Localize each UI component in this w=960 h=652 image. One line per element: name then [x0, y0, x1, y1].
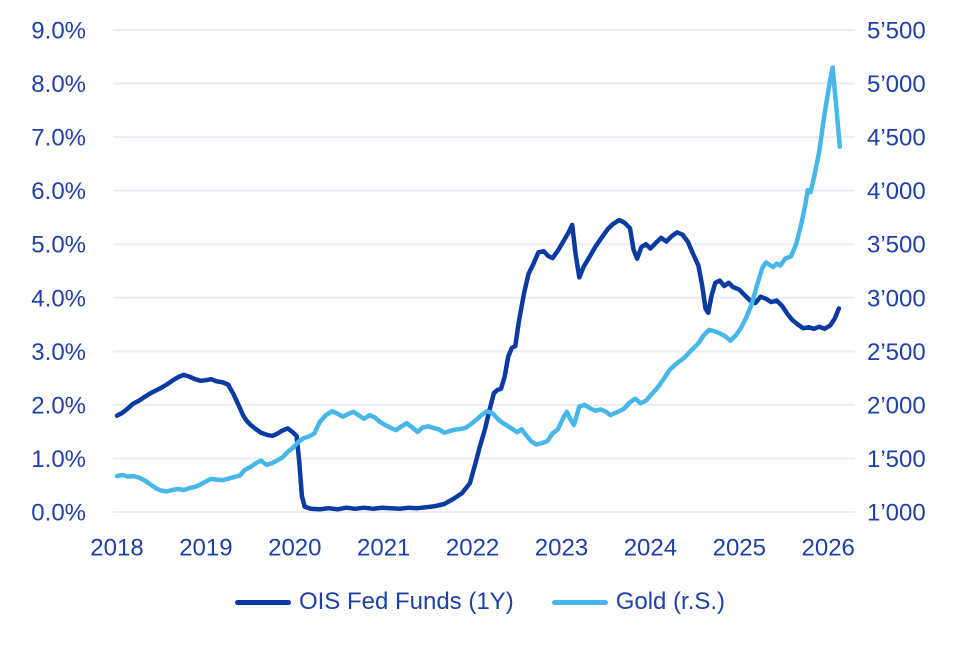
- x-tick-label: 2019: [179, 535, 232, 562]
- legend-item-ois: OIS Fed Funds (1Y): [234, 588, 514, 616]
- y-left-tick-label: 2.0%: [31, 392, 86, 419]
- y-right-tick-label: 1’000: [867, 499, 926, 526]
- y-right-tick-label: 5’000: [867, 71, 926, 98]
- y-left-tick-label: 1.0%: [31, 446, 86, 473]
- left-axis-labels: 9.0% 8.0% 7.0% 6.0% 5.0% 4.0% 3.0% 2.0% 1.0% 0.0%: [31, 18, 86, 527]
- x-tick-label: 2026: [802, 535, 855, 562]
- ois-line: [114, 217, 842, 512]
- y-right-tick-label: 4’500: [867, 125, 926, 152]
- x-tick-label: 2018: [90, 535, 143, 562]
- legend-label-ois: OIS Fed Funds (1Y): [298, 588, 514, 615]
- y-right-tick-label: 3’000: [867, 285, 926, 312]
- legend-item-gold: Gold (r.S.): [551, 588, 726, 616]
- gold-line-swatch: [551, 599, 608, 605]
- ois-line-swatch: [234, 599, 291, 605]
- y-right-tick-label: 2’000: [867, 392, 926, 419]
- y-left-tick-label: 9.0%: [31, 18, 86, 45]
- x-tick-label: 2020: [268, 535, 321, 562]
- right-axis-labels: 5’500 5’000 4’500 4’000 3’500 3’000 2’500 2’000…: [867, 18, 926, 527]
- y-left-tick-label: 0.0%: [31, 499, 86, 526]
- legend: OIS Fed Funds (1Y) Gold (r.S.): [0, 586, 960, 618]
- y-left-tick-label: 5.0%: [31, 232, 86, 259]
- x-axis-labels: 2018 2019 2020 2021 2022 2023 2024 2025 2026: [90, 535, 855, 562]
- x-tick-label: 2021: [357, 535, 410, 562]
- y-left-tick-label: 7.0%: [31, 125, 86, 152]
- legend-label-gold: Gold (r.S.): [615, 588, 726, 615]
- y-right-tick-label: 5’500: [867, 18, 926, 45]
- ois-series: [114, 217, 842, 512]
- x-tick-label: 2022: [446, 535, 499, 562]
- gridlines: [113, 29, 855, 513]
- y-left-tick-label: 4.0%: [31, 285, 86, 312]
- y-right-tick-label: 3’500: [867, 232, 926, 259]
- y-right-tick-label: 1’500: [867, 446, 926, 473]
- x-tick-label: 2023: [535, 535, 588, 562]
- y-left-tick-label: 8.0%: [31, 71, 86, 98]
- gold-series: [114, 65, 843, 494]
- x-tick-label: 2025: [713, 535, 766, 562]
- gold-line: [114, 65, 843, 494]
- y-right-tick-label: 4’000: [867, 178, 926, 205]
- y-left-tick-label: 3.0%: [31, 339, 86, 366]
- y-right-tick-label: 2’500: [867, 339, 926, 366]
- x-tick-label: 2024: [624, 535, 677, 562]
- y-left-tick-label: 6.0%: [31, 178, 86, 205]
